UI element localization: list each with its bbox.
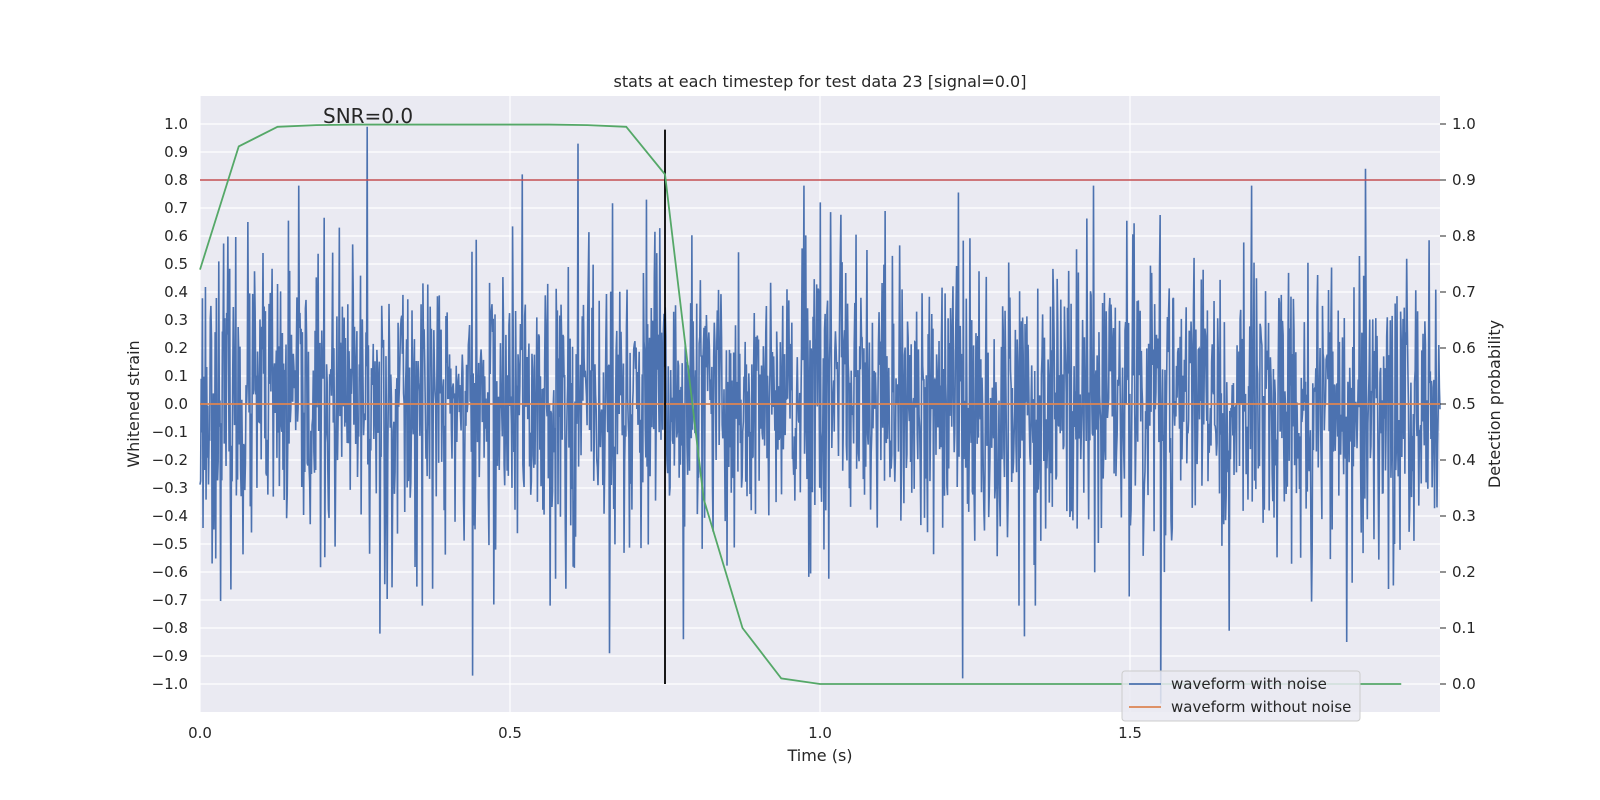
y-axis-label: Whitened strain [124,340,143,467]
series-waveform-with-noise [199,126,1441,704]
waveform-with-noise-line [199,126,1441,704]
y-tick-label: −0.9 [152,647,188,665]
y-tick-label: 0.7 [164,199,188,217]
y-tick-label: 0.8 [164,171,188,189]
y-tick-label: 0.3 [164,311,188,329]
legend-label-clean: waveform without noise [1171,698,1351,716]
y-tick-label: 0.2 [164,339,188,357]
y-tick-label: −0.6 [152,563,188,581]
y-tick-label: −0.1 [152,423,188,441]
x-tick-label: 1.5 [1118,724,1142,742]
y-tick-label: −0.7 [152,591,188,609]
y-tick-label: 1.0 [164,115,188,133]
x-tick-label: 0.5 [498,724,522,742]
y2-tick-label: 0.8 [1452,227,1476,245]
y-tick-label: −0.2 [152,451,188,469]
y2-axis-label: Detection probability [1485,320,1504,488]
y-tick-label: −0.5 [152,535,188,553]
y2-tick-label: 0.7 [1452,283,1476,301]
y2-tick-label: 0.1 [1452,619,1476,637]
x-axis-label: Time (s) [786,746,852,765]
y2-tick-label: 0.2 [1452,563,1476,581]
y2-tick-label: 0.6 [1452,339,1476,357]
y-tick-label: 0.4 [164,283,188,301]
legend-label-noise: waveform with noise [1171,675,1327,693]
y-tick-label: −0.8 [152,619,188,637]
y-tick-label: −0.4 [152,507,188,525]
y-tick-label: −1.0 [152,675,188,693]
y2-tick-label: 0.4 [1452,451,1476,469]
y-tick-label: −0.3 [152,479,188,497]
y-tick-label: 0.5 [164,255,188,273]
y2-tick-label: 0.3 [1452,507,1476,525]
legend: waveform with noise waveform without noi… [1121,670,1361,722]
y2-tick-label: 1.0 [1452,115,1476,133]
chart-title: stats at each timestep for test data 23 … [614,72,1027,91]
y2-tick-label: 0.9 [1452,171,1476,189]
axes: 0.0 0.5 1.0 1.5 −1.0 −0.9 −0.8 −0.7 −0.6 −0.5 −0.4… [152,115,1476,742]
y-tick-label: 0.1 [164,367,188,385]
snr-annotation: SNR=0.0 [323,104,413,128]
legend-box [1121,670,1361,722]
reference-lines [200,129,1440,684]
y-tick-label: 0.0 [164,395,188,413]
y2-tick-label: 0.0 [1452,675,1476,693]
x-tick-label: 1.0 [808,724,832,742]
y-tick-label: 0.9 [164,143,188,161]
y2-tick-label: 0.5 [1452,395,1476,413]
y-tick-label: 0.6 [164,227,188,245]
x-tick-label: 0.0 [188,724,212,742]
